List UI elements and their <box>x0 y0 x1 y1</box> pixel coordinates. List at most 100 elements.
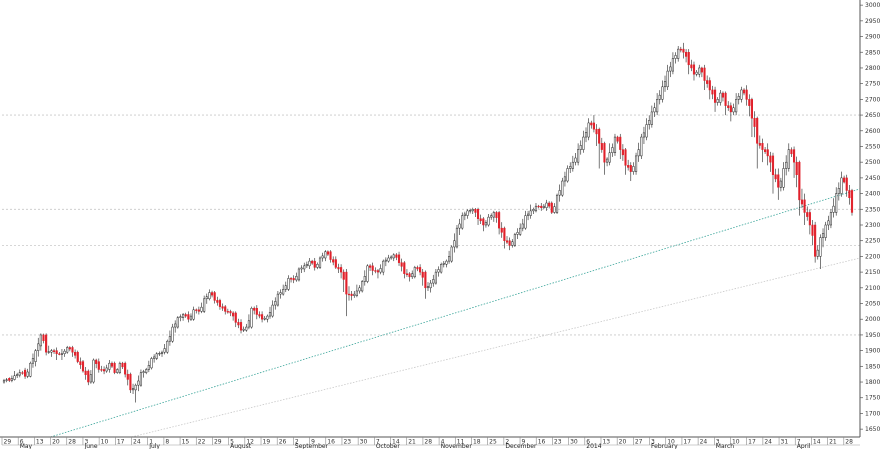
x-month-label: June <box>83 443 97 449</box>
candle-body <box>76 351 79 362</box>
candle-body <box>403 262 406 274</box>
x-tick-label: 25 <box>489 439 497 446</box>
candle-body <box>163 348 166 353</box>
candle-body <box>189 315 193 320</box>
candle-body <box>318 257 322 268</box>
candle-body <box>239 322 243 331</box>
candle-body <box>158 352 161 355</box>
x-month-label: March <box>716 443 734 449</box>
x-tick-label: 10 <box>101 439 109 446</box>
x-tick-label: 7 <box>797 439 801 446</box>
candle-body <box>758 143 761 146</box>
candle-body <box>563 176 567 182</box>
candle-body <box>608 152 611 163</box>
candle-body <box>182 314 185 318</box>
candle-body <box>308 260 311 267</box>
candle-body <box>553 206 556 213</box>
candle-body <box>21 372 24 374</box>
candle-body <box>450 246 453 262</box>
x-tick-label: 19 <box>263 439 271 446</box>
x-tick-label: 1 <box>149 439 153 446</box>
candle-body <box>45 334 48 353</box>
x-tick-label: 26 <box>279 439 287 446</box>
candle-body <box>566 168 569 182</box>
candle-body <box>440 264 443 273</box>
y-tick-label: 1950 <box>865 332 880 339</box>
candle-body <box>411 273 414 278</box>
candle-body <box>685 52 688 57</box>
candle-body <box>561 180 564 196</box>
candle-body <box>379 268 382 273</box>
x-tick-label: 22 <box>198 439 206 446</box>
y-tick-label: 2350 <box>865 206 880 213</box>
x-tick-label: 3 <box>651 439 655 446</box>
candle-body <box>845 177 848 191</box>
candle-body <box>779 180 782 188</box>
candle-body <box>384 259 387 262</box>
candle-body <box>150 358 153 369</box>
candle-body <box>740 89 743 100</box>
candle-body <box>692 64 696 75</box>
candle-body <box>374 270 377 272</box>
candle-body <box>105 367 108 372</box>
candle-body <box>727 105 730 108</box>
candle-body <box>200 306 203 312</box>
x-month-label: September <box>295 443 329 449</box>
x-month-label: April <box>797 443 811 449</box>
y-axis: 1650 1700 1750 1800 1850 1900 1950 2000 2050 2100… <box>860 2 880 433</box>
candle-body <box>361 281 364 292</box>
candle-body <box>634 155 638 172</box>
candle-body <box>724 92 727 106</box>
candle-body <box>713 89 717 103</box>
candle-body <box>400 262 403 267</box>
candle-body <box>60 353 64 355</box>
candle-body <box>234 312 237 323</box>
candle-body <box>89 374 92 383</box>
candle-body <box>808 212 811 226</box>
candle-body <box>421 271 424 278</box>
candle-body <box>642 132 646 138</box>
candle-body <box>613 136 617 154</box>
candle-body <box>413 267 416 278</box>
candle-body <box>100 369 103 371</box>
y-tick-label: 1750 <box>865 395 880 402</box>
candle-body <box>476 209 480 219</box>
y-tick-label: 2950 <box>865 18 880 25</box>
candle-body <box>798 161 801 201</box>
candle-body <box>419 267 422 273</box>
candle-body <box>295 276 298 281</box>
candle-body <box>284 285 287 290</box>
horizontal-level-lines <box>2 114 860 336</box>
candle-body <box>503 227 506 241</box>
candle-body <box>442 262 445 265</box>
x-tick-label: 5 <box>230 439 234 446</box>
candle-body <box>87 370 90 383</box>
candle-body <box>666 70 669 88</box>
candle-body <box>261 314 264 320</box>
candle-body <box>434 271 437 284</box>
candle-body <box>39 334 42 347</box>
y-tick-label: 2650 <box>865 112 880 119</box>
candle-body <box>582 136 585 150</box>
candle-body <box>574 157 577 163</box>
candle-body <box>598 128 601 144</box>
candle-body <box>226 311 229 313</box>
candle-body <box>532 209 535 212</box>
candle-body <box>824 224 827 238</box>
candle-body <box>282 289 285 295</box>
candle-body <box>353 293 356 296</box>
candle-body <box>711 89 714 95</box>
candle-body <box>785 161 788 169</box>
candle-body <box>16 374 19 377</box>
candle-body <box>637 149 640 157</box>
candle-body <box>18 372 21 376</box>
candle-body <box>274 301 277 306</box>
candle-body <box>237 322 240 326</box>
candle-body <box>13 375 16 380</box>
candle-body <box>492 212 495 218</box>
candle-body <box>611 147 614 154</box>
x-tick-label: 3 <box>716 439 720 446</box>
candle-body <box>37 343 40 351</box>
candle-body <box>58 353 61 355</box>
candle-body <box>84 370 87 375</box>
